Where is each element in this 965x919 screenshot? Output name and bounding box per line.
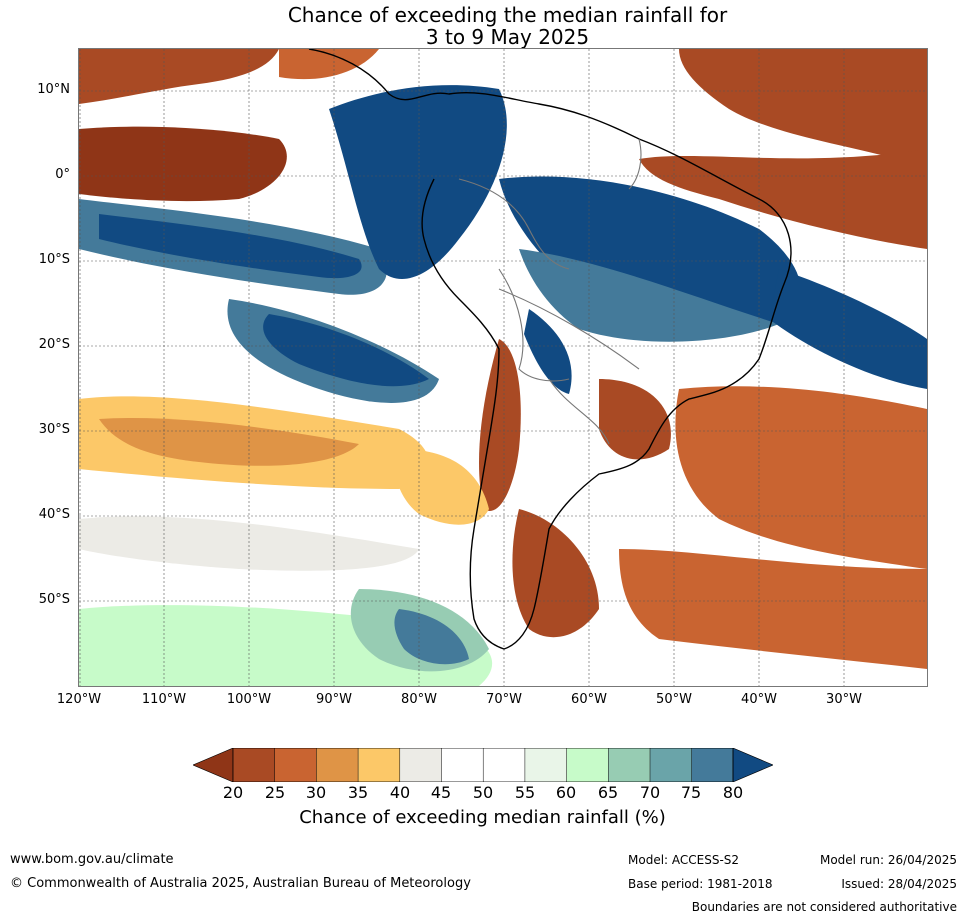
colorbar-bin-20-25 bbox=[233, 748, 275, 782]
wet-bolivia bbox=[524, 309, 572, 394]
colorbar-label-50: 50 bbox=[472, 783, 494, 802]
south-america-coastline bbox=[308, 49, 792, 650]
colorbar-label-80: 80 bbox=[722, 783, 744, 802]
colorbar-low-extend bbox=[192, 747, 234, 783]
lon-tick-60w: 60°W bbox=[571, 692, 607, 707]
colorbar-bin-25-30 bbox=[274, 748, 317, 782]
wet-pacific-sw-core bbox=[263, 314, 429, 387]
lon-tick-110w: 110°W bbox=[141, 692, 187, 707]
colorbar-bin-40-45 bbox=[399, 748, 442, 782]
colorbar-label-75: 75 bbox=[680, 783, 702, 802]
colorbar-bin-50-55 bbox=[483, 748, 525, 782]
colorbar bbox=[192, 747, 774, 783]
rainfall-map bbox=[78, 48, 928, 687]
colorbar-svg bbox=[192, 747, 774, 783]
model-name: Model: ACCESS-S2 bbox=[628, 853, 740, 867]
colorbar-label-25: 25 bbox=[264, 783, 286, 802]
colorbar-bin-70-75 bbox=[650, 748, 692, 782]
wet-east-atlantic bbox=[769, 269, 927, 389]
colorbar-bin-30-35 bbox=[316, 748, 359, 782]
colorbar-label-40: 40 bbox=[389, 783, 411, 802]
dry-south-atlantic bbox=[675, 386, 927, 569]
wet-amazon-edge bbox=[519, 249, 779, 342]
wet-amazon bbox=[499, 176, 801, 328]
map-title: Chance of exceeding the median rainfall … bbox=[0, 4, 965, 48]
north-dry-band-2 bbox=[279, 49, 379, 80]
colorbar-label-35: 35 bbox=[347, 783, 369, 802]
colorbar-dividers bbox=[274, 748, 692, 782]
wet-north-andes bbox=[329, 85, 507, 279]
dry-patagonia bbox=[512, 509, 599, 638]
north-dry-band bbox=[79, 49, 279, 104]
colorbar-label-30: 30 bbox=[305, 783, 327, 802]
colorbar-bin-45-50 bbox=[441, 748, 484, 782]
colorbar-bin-35-40 bbox=[358, 748, 400, 782]
colorbar-title: Chance of exceeding median rainfall (%) bbox=[299, 807, 666, 828]
lat-tick-50s: 50°S bbox=[38, 592, 70, 607]
colorbar-high-extend bbox=[732, 747, 774, 783]
colorbar-label-55: 55 bbox=[514, 783, 536, 802]
title-line-2: 3 to 9 May 2025 bbox=[425, 25, 590, 49]
equator-dry bbox=[79, 126, 287, 202]
dry-south-atlantic-2 bbox=[619, 549, 927, 669]
colorbar-bin-75-80 bbox=[691, 748, 733, 782]
lat-tick-10s: 10°S bbox=[38, 252, 70, 267]
graticule bbox=[79, 49, 927, 686]
dry-andes-strip bbox=[479, 339, 521, 511]
colorbar-label-65: 65 bbox=[597, 783, 619, 802]
lon-tick-100w: 100°W bbox=[226, 692, 272, 707]
wet-south-pacific-core bbox=[394, 609, 469, 665]
lon-tick-70w: 70°W bbox=[486, 692, 522, 707]
lat-tick-40s: 40°S bbox=[38, 507, 70, 522]
lon-tick-30w: 30°W bbox=[826, 692, 862, 707]
lon-tick-90w: 90°W bbox=[316, 692, 352, 707]
country-borders bbox=[458, 138, 642, 445]
colorbar-label-20: 20 bbox=[222, 783, 244, 802]
colorbar-label-60: 60 bbox=[555, 783, 577, 802]
north-east-dry bbox=[679, 49, 927, 169]
lon-tick-80w: 80°W bbox=[401, 692, 437, 707]
copyright-text: © Commonwealth of Australia 2025, Austra… bbox=[10, 876, 471, 891]
colorbar-bin-65-70 bbox=[608, 748, 650, 782]
lon-tick-120w: 120°W bbox=[56, 692, 102, 707]
boundary-disclaimer: Boundaries are not considered authoritat… bbox=[691, 900, 957, 914]
colorbar-bin-60-65 bbox=[566, 748, 609, 782]
colorbar-bin-55-60 bbox=[524, 748, 567, 782]
dry-uruguay bbox=[599, 379, 671, 460]
colorbar-label-70: 70 bbox=[639, 783, 661, 802]
map-canvas bbox=[79, 49, 927, 686]
issued-date: Issued: 28/04/2025 bbox=[841, 877, 957, 891]
lat-tick-30s: 30°S bbox=[38, 422, 70, 437]
model-run-date: Model run: 26/04/2025 bbox=[819, 853, 957, 867]
lat-tick-10n: 10°N bbox=[37, 82, 70, 97]
lon-tick-40w: 40°W bbox=[741, 692, 777, 707]
lat-tick-20s: 20°S bbox=[38, 337, 70, 352]
wet-band-b bbox=[99, 214, 362, 279]
title-line-1: Chance of exceeding the median rainfall … bbox=[287, 3, 728, 27]
lat-tick-0: 0° bbox=[55, 167, 70, 182]
lon-tick-50w: 50°W bbox=[656, 692, 692, 707]
base-period: Base period: 1981-2018 bbox=[628, 877, 773, 891]
colorbar-label-45: 45 bbox=[430, 783, 452, 802]
moderate-dry-chile bbox=[395, 449, 489, 525]
website-link[interactable]: www.bom.gov.au/climate bbox=[10, 852, 174, 867]
